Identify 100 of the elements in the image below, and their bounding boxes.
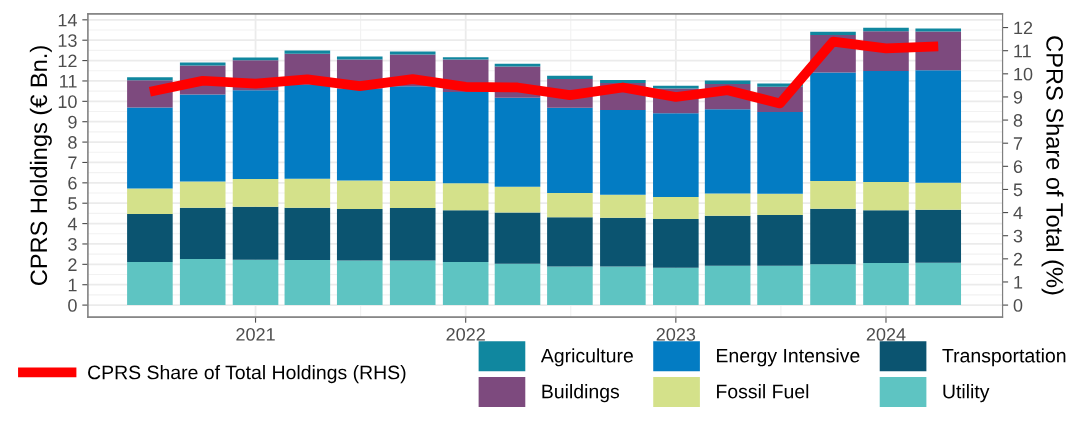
bar [442, 57, 489, 60]
bar [757, 215, 803, 266]
y2-tick-label: 4 [1013, 206, 1023, 220]
bar [127, 214, 173, 263]
bar [600, 109, 646, 195]
bar [389, 181, 436, 209]
bar [336, 260, 383, 306]
y-tick-label: 0 [68, 299, 77, 312]
bar [127, 262, 173, 306]
bar [757, 193, 803, 216]
bar [442, 210, 489, 263]
y-tick-label: 2 [68, 258, 77, 271]
y2-axis-title: CPRS Share of Total (%) [1041, 36, 1064, 295]
bar [547, 107, 593, 194]
bar [232, 178, 279, 207]
bar [810, 208, 856, 265]
bar [232, 259, 279, 306]
y2-tick-label: 6 [1013, 160, 1023, 174]
x-tick-label: 2023 [656, 328, 696, 341]
y-tick-label: 4 [67, 217, 77, 231]
bar [179, 259, 226, 306]
legend-label: Fossil Fuel [717, 384, 809, 399]
bar [757, 111, 803, 194]
y-tick-label: 9 [68, 115, 77, 129]
y-tick-label: 14 [58, 13, 77, 27]
bar [442, 183, 489, 211]
y-tick-label: 8 [68, 136, 77, 149]
bar [810, 72, 856, 181]
bar [127, 107, 173, 189]
y2-tick-label: 10 [1014, 67, 1033, 81]
bar [704, 193, 751, 216]
bar [653, 197, 699, 220]
bar [653, 267, 699, 306]
bar [336, 56, 383, 60]
bar [653, 219, 699, 268]
bar [284, 207, 331, 261]
y2-tick-label: 5 [1013, 183, 1023, 197]
bar [389, 208, 436, 261]
legend-label: Buildings [542, 384, 620, 403]
y-tick-label: 11 [60, 75, 77, 88]
y2-tick-label: 11 [1014, 44, 1031, 58]
bar [600, 266, 646, 306]
bar [863, 210, 909, 264]
bar [600, 79, 646, 83]
y-tick-label: 6 [68, 176, 77, 190]
bar [810, 264, 856, 306]
y-tick-label: 12 [58, 54, 77, 68]
bar [863, 263, 909, 306]
bar [494, 97, 541, 187]
bar [389, 86, 436, 181]
bar [494, 263, 541, 306]
bar [915, 182, 962, 210]
bar [863, 70, 909, 183]
bar [704, 215, 751, 266]
y2-tick-label: 8 [1013, 114, 1023, 127]
bar [389, 260, 436, 306]
bar [600, 217, 646, 267]
bar [704, 109, 751, 194]
bar [179, 207, 226, 260]
x-tick-label: 2022 [446, 328, 485, 341]
y-tick-label: 13 [58, 34, 77, 47]
y2-tick-label: 1 [1014, 276, 1023, 289]
bar [179, 94, 226, 182]
legend-label: Utility [943, 384, 990, 403]
bar [547, 266, 593, 306]
bar [653, 113, 699, 198]
bar [547, 75, 593, 79]
y-tick-label: 3 [68, 237, 77, 251]
y2-tick-label: 3 [1013, 229, 1023, 243]
bar [757, 265, 803, 306]
bar [179, 181, 226, 208]
bar [704, 265, 751, 306]
bar [494, 212, 541, 264]
bar [232, 90, 279, 179]
bar [284, 50, 331, 54]
bar [915, 209, 962, 263]
legend-label: Agriculture [540, 348, 633, 367]
y-tick-label: 10 [58, 95, 77, 109]
bar [127, 188, 173, 215]
bar [232, 206, 279, 260]
bar [284, 84, 331, 179]
bar [442, 91, 489, 184]
bar [863, 182, 909, 211]
y2-tick-label: 7 [1013, 137, 1023, 150]
legend-label: CPRS Share of Total Holdings (RHS) [88, 365, 406, 384]
bar [127, 77, 173, 81]
y-axis-title: CPRS Holdings (€ Bn.) [29, 46, 52, 286]
bar [284, 178, 331, 208]
legend-label: Energy Intensive [717, 348, 860, 367]
bar [600, 194, 646, 218]
y2-tick-label: 9 [1013, 90, 1023, 104]
bar [336, 180, 383, 209]
y2-tick-label: 2 [1013, 252, 1023, 266]
bar [336, 208, 383, 261]
x-tick-label: 2021 [236, 328, 275, 341]
bar [547, 217, 593, 267]
y2-tick-label: 0 [1013, 299, 1023, 312]
y-tick-label: 1 [68, 278, 77, 292]
bar [442, 262, 489, 306]
y2-tick-label: 12 [1014, 21, 1033, 35]
